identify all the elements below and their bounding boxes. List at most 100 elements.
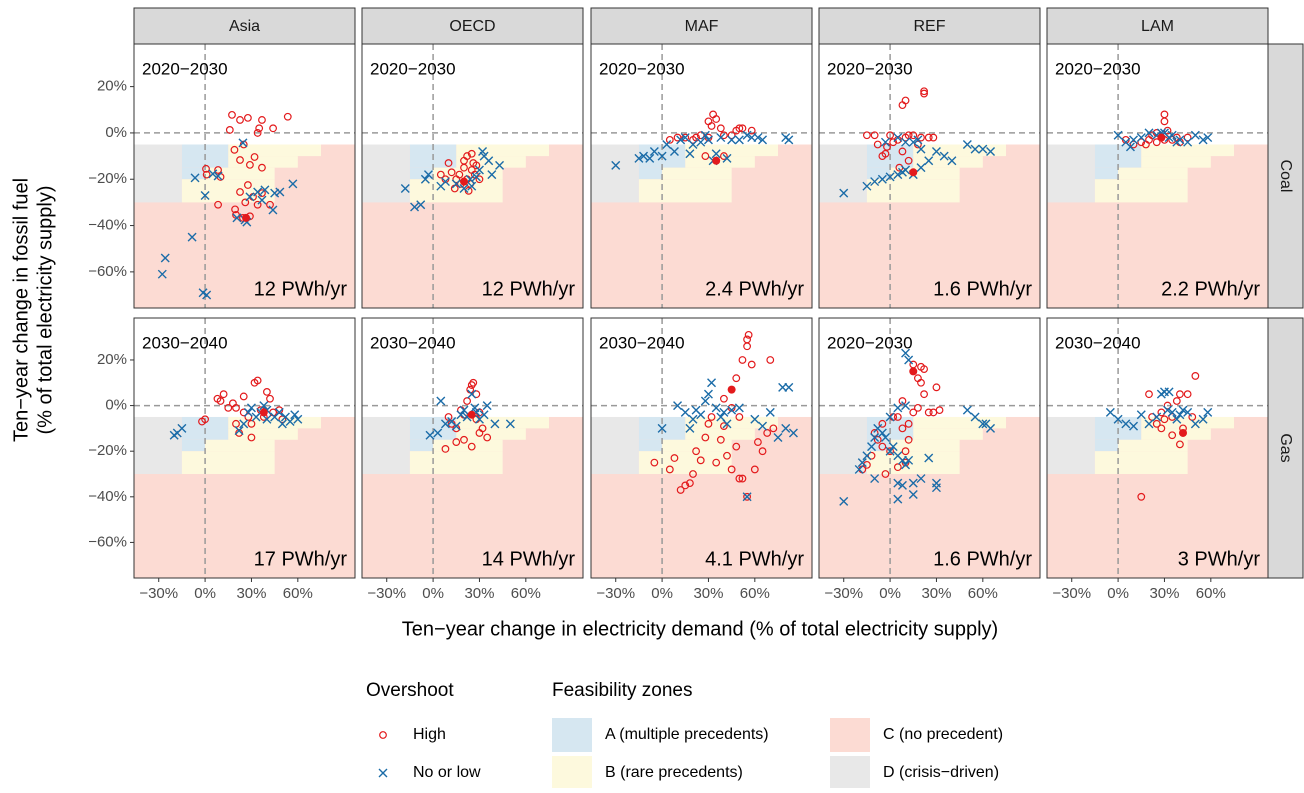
point (750, 465, 759, 474)
point (685, 423, 695, 433)
point (243, 181, 252, 189)
zone (913, 156, 983, 168)
panel-border (361, 43, 584, 309)
point (750, 414, 760, 424)
point (773, 433, 783, 443)
point (425, 430, 435, 440)
zone (638, 167, 663, 180)
point (416, 200, 426, 210)
zone (591, 416, 639, 474)
zone (591, 144, 639, 203)
zone (913, 428, 983, 440)
point (720, 152, 728, 160)
zone (1047, 416, 1095, 474)
legend-label: A (multiple precedents) (605, 726, 769, 743)
x-tick-label: 30% (1149, 585, 1179, 602)
point (235, 429, 243, 437)
point (482, 401, 492, 411)
period-label: 2020−2030 (1055, 59, 1141, 78)
x-tick-label: −30% (367, 585, 406, 602)
point (700, 396, 710, 406)
point (744, 330, 753, 339)
zone (228, 144, 321, 157)
point (665, 465, 674, 474)
point (451, 421, 461, 431)
x-tick-label: 0% (194, 585, 216, 602)
panel-border (133, 317, 356, 579)
zone (1118, 167, 1188, 180)
x-tick-label: 30% (693, 585, 723, 602)
point (483, 433, 492, 442)
point (712, 115, 721, 123)
point (274, 407, 284, 417)
point (935, 406, 944, 415)
point (673, 401, 683, 411)
point (885, 172, 895, 182)
point (870, 177, 880, 187)
point (893, 478, 903, 488)
point (460, 163, 468, 172)
zone (456, 416, 549, 429)
total-label: 2.4 PWh/yr (705, 278, 804, 300)
point (293, 414, 303, 424)
point (898, 397, 907, 405)
zone (205, 167, 275, 180)
point (1137, 492, 1146, 501)
point (1191, 372, 1200, 380)
point (881, 149, 890, 158)
point (478, 424, 487, 433)
legend-key (379, 731, 387, 739)
point (478, 146, 488, 156)
point (765, 407, 775, 417)
point (270, 188, 280, 198)
period-label: 2020−2030 (370, 59, 456, 78)
panel-border (818, 317, 1041, 579)
panel-border (818, 43, 1041, 309)
point (916, 144, 926, 154)
y-tick-label: −60% (88, 263, 127, 280)
point (722, 153, 732, 163)
x-tick-label: 0% (422, 585, 444, 602)
zone (866, 179, 960, 203)
point (753, 133, 763, 143)
strip-label: Asia (229, 18, 260, 35)
point (689, 470, 697, 478)
total-label: 2.2 PWh/yr (1161, 278, 1260, 300)
panel (1047, 44, 1268, 308)
legend-key (552, 718, 592, 752)
point (947, 156, 957, 166)
point (909, 408, 918, 417)
point (645, 153, 655, 163)
point (885, 412, 895, 422)
point (253, 200, 262, 209)
point (901, 348, 911, 358)
point (981, 419, 991, 429)
point (914, 374, 922, 383)
zone (134, 144, 182, 203)
point (202, 170, 211, 179)
point (1198, 414, 1208, 424)
point (484, 156, 494, 166)
point (893, 494, 903, 504)
point (766, 356, 775, 364)
point (878, 442, 887, 451)
point (1203, 407, 1213, 417)
zone (1094, 167, 1119, 180)
panel-border (1046, 317, 1269, 579)
total-label: 12 PWh/yr (254, 278, 348, 300)
y-tick-label: 0% (105, 397, 127, 414)
point (692, 447, 700, 456)
point (978, 419, 988, 429)
point (471, 172, 481, 182)
point (269, 124, 277, 133)
period-label: 2030−2040 (142, 333, 228, 352)
zone (433, 439, 503, 452)
zone (685, 144, 778, 157)
total-label: 1.6 PWh/yr (933, 548, 1032, 570)
point (893, 403, 903, 413)
point (1190, 419, 1200, 429)
zone (1141, 416, 1234, 429)
point (889, 138, 898, 147)
panel-border (1046, 43, 1269, 309)
